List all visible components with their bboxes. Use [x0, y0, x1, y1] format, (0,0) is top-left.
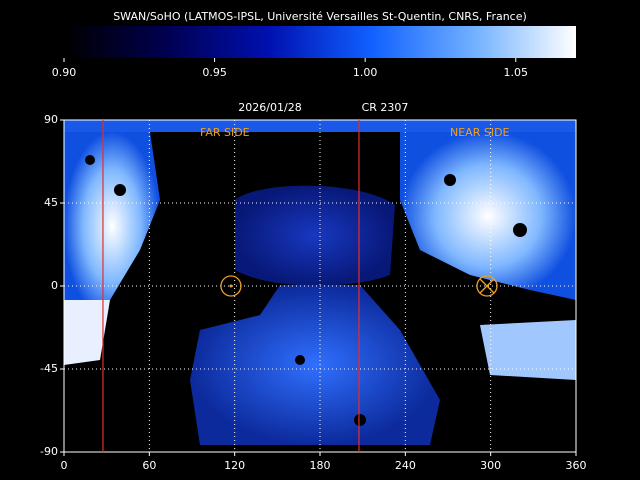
y-tick-label: -90 — [40, 445, 58, 458]
colorbar — [64, 26, 576, 58]
far-side-dot — [229, 284, 233, 288]
near-side-marker — [476, 275, 498, 297]
near-side-label: NEAR SIDE — [450, 126, 510, 139]
far-side-marker — [220, 275, 242, 297]
y-tick-label: 90 — [44, 113, 58, 126]
date: 2026/01/28 — [238, 101, 301, 114]
colorbar-tick-label: 0.95 — [202, 66, 227, 79]
x-tick-label: 60 — [142, 459, 156, 472]
x-tick-label: 300 — [480, 459, 501, 472]
colorbar-tick-label: 1.05 — [504, 66, 529, 79]
colorbar-tick-label: 1.00 — [353, 66, 378, 79]
far-side-label: FAR SIDE — [200, 126, 250, 139]
colorbar-tick-label: 0.90 — [52, 66, 77, 79]
y-tick-label: 45 — [44, 196, 58, 209]
x-tick-label: 180 — [310, 459, 331, 472]
rotation: CR 2307 — [362, 101, 409, 114]
x-tick-label: 0 — [61, 459, 68, 472]
title: SWAN/SoHO (LATMOS-IPSL, Université Versa… — [113, 10, 527, 23]
intensity-map — [64, 120, 576, 445]
near-side-cross — [479, 278, 495, 294]
x-tick-label: 360 — [566, 459, 587, 472]
x-tick-label: 120 — [224, 459, 245, 472]
y-tick-label: -45 — [40, 362, 58, 375]
x-tick-label: 240 — [395, 459, 416, 472]
y-tick-label: 0 — [51, 279, 58, 292]
